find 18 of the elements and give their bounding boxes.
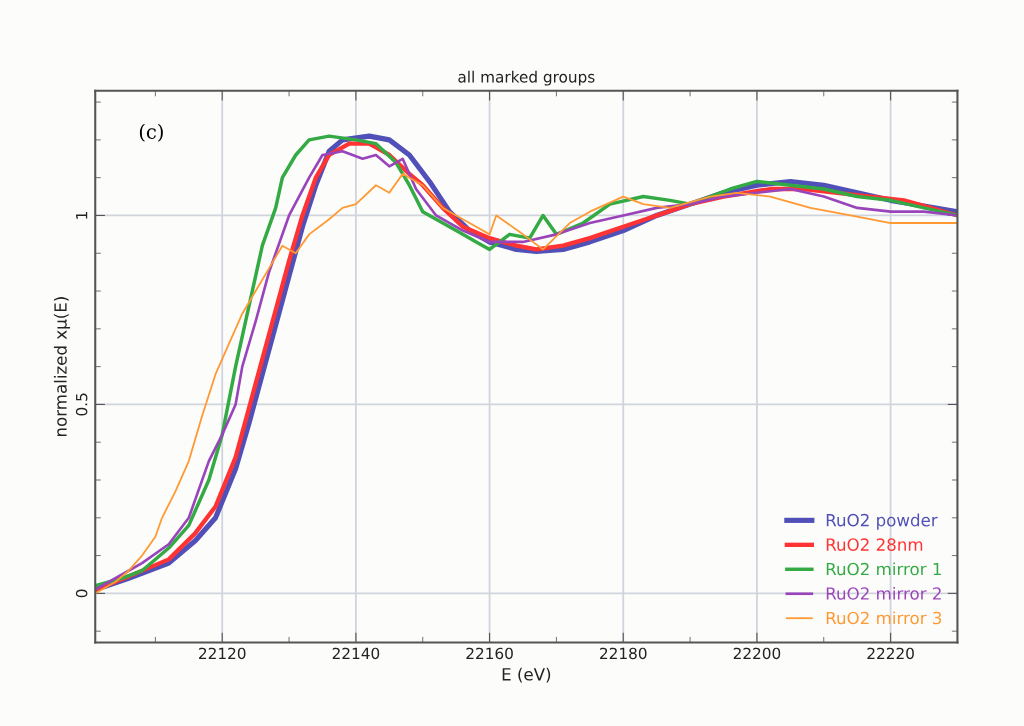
y-axis-title: normalized xμ(E) <box>53 297 71 437</box>
x-tick-label: 22200 <box>733 647 781 660</box>
x-axis-title: E (eV) <box>502 667 551 683</box>
x-tick-label: 22180 <box>600 647 647 660</box>
legend-label: RuO2 mirror 1 <box>826 562 941 576</box>
x-tick-label: 22120 <box>199 647 246 660</box>
y-tick-label: 1 <box>76 212 88 219</box>
legend-label: RuO2 mirror 2 <box>826 586 941 600</box>
legend-label: RuO2 powder <box>826 513 938 530</box>
annotation: (c) <box>139 123 163 142</box>
legend-label: RuO2 28nm <box>826 538 923 551</box>
x-tick-label: 22160 <box>466 647 513 660</box>
y-tick-label: 0.5 <box>75 393 88 416</box>
y-tick-label: 0 <box>75 589 88 598</box>
chart-title: all marked groups <box>458 70 595 86</box>
legend-label: RuO2 mirror 3 <box>826 611 942 625</box>
x-tick-label: 22220 <box>867 647 914 660</box>
x-tick-label: 22140 <box>332 647 380 660</box>
